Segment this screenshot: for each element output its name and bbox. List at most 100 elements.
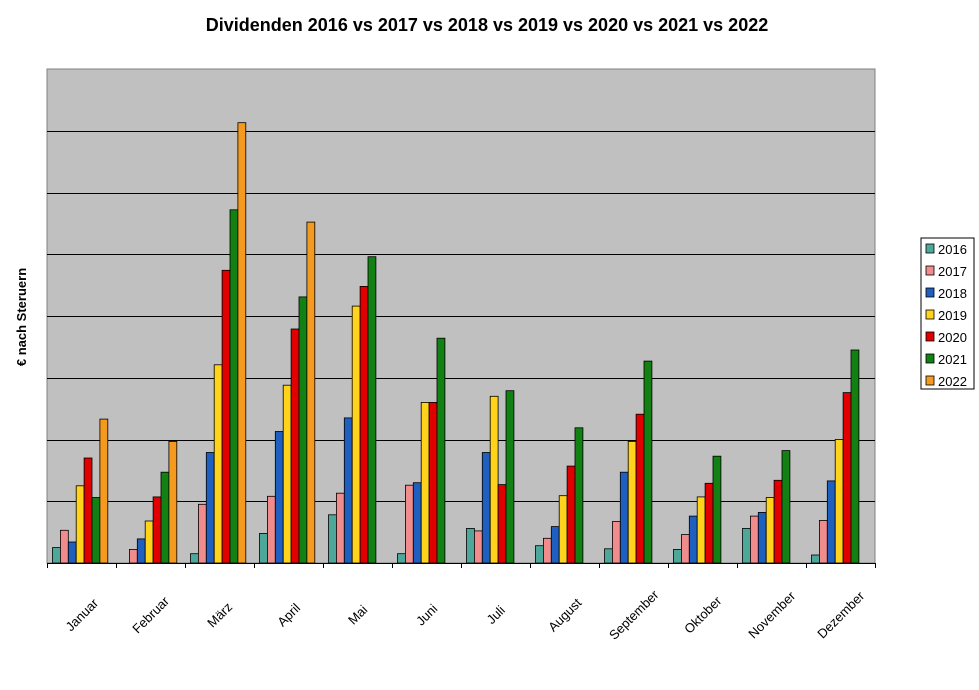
bar-2019-März bbox=[213, 364, 223, 564]
bar-2018-März bbox=[205, 452, 215, 564]
bar-2021-Oktober bbox=[712, 455, 722, 564]
bar-2016-Januar bbox=[52, 547, 61, 564]
bar-2021-Juni bbox=[436, 337, 446, 564]
y-axis-label: € nach Steruern bbox=[14, 268, 29, 366]
bar-2019-Januar bbox=[75, 485, 85, 564]
bar-2016-April bbox=[259, 533, 268, 564]
bar-2018-August bbox=[550, 526, 560, 564]
bar-2020-Dezember bbox=[842, 392, 852, 564]
bar-2016-Mai bbox=[328, 514, 337, 564]
x-tick-label: März bbox=[204, 599, 235, 630]
x-tick-label: Juni bbox=[413, 601, 441, 629]
bar-2022-März bbox=[237, 122, 247, 564]
bar-2021-Januar bbox=[91, 497, 101, 564]
bar-2018-April bbox=[274, 431, 284, 564]
legend-swatch-2022 bbox=[925, 375, 935, 386]
bar-2020-Juni bbox=[428, 401, 438, 564]
legend-swatch-2018 bbox=[925, 287, 935, 298]
bar-2016-Juli bbox=[466, 528, 475, 564]
bar-2017-Dezember bbox=[819, 520, 828, 564]
bar-2020-Oktober bbox=[704, 482, 714, 564]
legend: 2016 2017 2018 2019 2020 2021 2022 bbox=[920, 237, 975, 390]
bar-2020-Mai bbox=[359, 285, 369, 564]
bar-2019-September bbox=[627, 440, 637, 564]
bar-2021-Mai bbox=[367, 256, 377, 564]
bar-2021-April bbox=[298, 296, 308, 564]
bar-2017-März bbox=[197, 503, 207, 564]
axes bbox=[47, 563, 876, 568]
x-tick-label: Dezember bbox=[814, 588, 867, 641]
bar-2019-Oktober bbox=[696, 496, 706, 564]
legend-swatch-2021 bbox=[925, 353, 935, 364]
bar-2018-Juli bbox=[481, 452, 491, 564]
bar-2017-September bbox=[612, 521, 621, 564]
bar-2021-Dezember bbox=[850, 349, 860, 564]
x-tick-label: April bbox=[274, 600, 303, 629]
bar-2019-Juli bbox=[489, 395, 499, 564]
bar-2022-Februar bbox=[168, 440, 178, 564]
bar-2021-August bbox=[574, 427, 584, 564]
x-tick-label: Januar bbox=[62, 595, 101, 634]
bar-2019-November bbox=[765, 497, 775, 564]
bar-2016-März bbox=[190, 553, 199, 564]
bar-2017-August bbox=[543, 537, 552, 564]
x-tick-labels: Januar Februar März April Mai Juni Juli August S… bbox=[62, 587, 867, 643]
bar-2017-April bbox=[266, 495, 276, 564]
x-tick-label: Juli bbox=[484, 603, 508, 627]
bar-2018-Mai bbox=[343, 417, 353, 564]
bar-2021-November bbox=[781, 450, 791, 564]
bar-2017-November bbox=[750, 515, 759, 564]
bar-2022-April bbox=[306, 221, 316, 564]
legend-label-2021: 2021 bbox=[938, 352, 967, 367]
bar-2021-Juli bbox=[505, 390, 515, 564]
bar-2017-Juli bbox=[473, 530, 483, 564]
bar-2016-August bbox=[535, 545, 544, 564]
legend-swatch-2019 bbox=[925, 309, 935, 320]
gridlines bbox=[47, 131, 875, 502]
bar-2020-September bbox=[635, 413, 645, 564]
legend-label-2016: 2016 bbox=[938, 242, 967, 257]
bar-2018-Oktober bbox=[688, 515, 698, 564]
legend-swatch-2016 bbox=[925, 243, 935, 254]
legend-label-2018: 2018 bbox=[938, 286, 967, 301]
legend-label-2017: 2017 bbox=[938, 264, 967, 279]
x-tick-label: Mai bbox=[345, 602, 370, 627]
bar-2017-Juni bbox=[404, 484, 414, 564]
bar-2018-Dezember bbox=[826, 480, 836, 564]
x-tick-label: September bbox=[606, 587, 662, 643]
bar-2016-Oktober bbox=[673, 549, 682, 564]
bar-2019-April bbox=[282, 384, 292, 564]
bar-2020-April bbox=[290, 328, 300, 564]
bar-2020-Februar bbox=[152, 496, 162, 564]
bar-2018-Juni bbox=[412, 482, 422, 564]
bar-2020-Januar bbox=[83, 457, 93, 564]
bar-2017-Oktober bbox=[681, 534, 690, 564]
bar-2016-Juni bbox=[397, 553, 406, 564]
legend-swatch-2020 bbox=[925, 331, 935, 342]
bar-2020-August bbox=[566, 465, 576, 564]
bar-2020-März bbox=[221, 269, 231, 564]
legend-label-2019: 2019 bbox=[938, 308, 967, 323]
bar-2022-Januar bbox=[99, 418, 109, 564]
bar-2018-Februar bbox=[136, 538, 146, 564]
x-tick-label: November bbox=[745, 588, 798, 641]
bar-2017-Februar bbox=[128, 549, 138, 564]
legend-label-2020: 2020 bbox=[938, 330, 967, 345]
bar-2018-Januar bbox=[67, 541, 77, 564]
bar-2016-November bbox=[742, 528, 751, 564]
bar-2020-November bbox=[773, 479, 783, 564]
bar-2020-Juli bbox=[497, 484, 507, 564]
bar-2016-Dezember bbox=[811, 554, 820, 564]
bar-2016-September bbox=[604, 548, 613, 564]
bar-2021-September bbox=[643, 360, 653, 564]
bar-2019-August bbox=[558, 495, 568, 564]
legend-label-2022: 2022 bbox=[938, 374, 967, 389]
bar-2018-September bbox=[619, 471, 629, 564]
legend-swatch-2017 bbox=[925, 265, 935, 276]
x-tick-label: August bbox=[545, 595, 584, 634]
bar-2019-Dezember bbox=[834, 439, 844, 564]
bar-2021-Februar bbox=[160, 471, 170, 564]
bar-2017-Mai bbox=[335, 492, 345, 564]
bar-2019-Mai bbox=[351, 305, 361, 564]
